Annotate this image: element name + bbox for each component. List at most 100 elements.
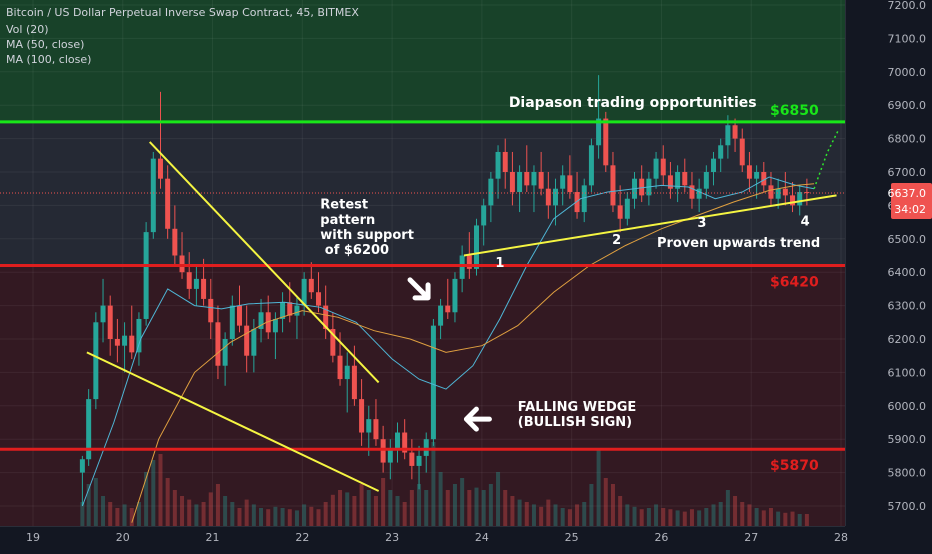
candle-body (223, 339, 228, 366)
candle-body (661, 159, 666, 176)
volume-bar (805, 514, 809, 526)
volume-bar (202, 502, 206, 526)
volume-bar (676, 510, 680, 526)
volume-bar (561, 508, 565, 526)
volume-bar (338, 490, 342, 526)
candle (86, 389, 91, 466)
volume-bar (381, 478, 385, 526)
candle-body (517, 172, 522, 192)
volume-bar (489, 484, 493, 526)
volume-bar (762, 510, 766, 526)
volume-bar (316, 509, 320, 526)
candle-body (136, 319, 141, 352)
volume-bar (510, 496, 514, 526)
volume-bar (783, 513, 787, 526)
candle-body (187, 272, 192, 289)
volume-bar (281, 508, 285, 526)
volume-bar (374, 496, 378, 526)
volume-bar (740, 502, 744, 526)
candle-body (711, 159, 716, 172)
candle-body (625, 199, 630, 219)
candle-body (381, 439, 386, 462)
volume-bar (367, 490, 371, 526)
candle-body (510, 172, 515, 192)
candle-body (783, 189, 788, 196)
candle-body (230, 306, 235, 339)
bar-countdown: 34:02 (894, 203, 926, 216)
y-tick-label: 5700.0 (888, 500, 927, 513)
candle (151, 152, 156, 239)
volume-bar (525, 502, 529, 526)
time-axis[interactable] (0, 526, 932, 550)
candle-body (445, 306, 450, 313)
x-tick-label: 28 (834, 531, 848, 544)
annotation-text: with support (320, 228, 414, 243)
candle-body (654, 159, 659, 179)
y-tick-label: 6500.0 (888, 233, 927, 246)
y-tick-label: 5900.0 (888, 433, 927, 446)
volume-bar (288, 509, 292, 526)
candle-body (366, 419, 371, 432)
candle-body (488, 179, 493, 206)
volume-bar (331, 495, 335, 526)
volume-bar (173, 490, 177, 526)
candle-body (108, 306, 113, 339)
volume-bar (230, 502, 234, 526)
indicator-label: MA (50, close) (6, 38, 84, 51)
candle-body (144, 232, 149, 319)
y-tick-label: 7100.0 (888, 32, 927, 45)
x-tick-label: 25 (565, 531, 579, 544)
volume-bar (158, 454, 162, 526)
candle-body (503, 152, 508, 172)
y-tick-label: 7200.0 (888, 0, 927, 12)
volume-bar (403, 502, 407, 526)
x-tick-label: 23 (385, 531, 399, 544)
volume-bar (144, 472, 148, 526)
annotation-text: 1 (495, 256, 504, 271)
volume-bar (798, 514, 802, 526)
volume-bar (101, 496, 105, 526)
candle-body (122, 336, 127, 346)
volume-bar (539, 507, 543, 526)
volume-bar (360, 484, 364, 526)
volume-bar (683, 512, 687, 526)
candle-body (165, 179, 170, 229)
candle-body (531, 172, 536, 185)
candle-body (460, 256, 465, 279)
candle-body (474, 225, 479, 268)
candle-body (201, 279, 206, 299)
volume-bar (712, 504, 716, 526)
volume-bar (647, 508, 651, 526)
volume-bar (259, 508, 263, 526)
candle (144, 222, 149, 326)
volume-bar (668, 509, 672, 526)
candle-body (546, 189, 551, 206)
volume-bar (431, 442, 435, 526)
indicator-label: Vol (20) (6, 23, 49, 36)
annotation-text: FALLING WEDGE (518, 400, 637, 415)
candle-body (409, 453, 414, 466)
volume-bar (640, 509, 644, 526)
volume-bar (697, 510, 701, 526)
candle-body (294, 306, 299, 316)
volume-bar (123, 504, 127, 526)
x-tick-label: 26 (654, 531, 668, 544)
candle-body (180, 256, 185, 273)
volume-bar (496, 472, 500, 526)
volume-bar (503, 490, 507, 526)
candle-body (618, 205, 623, 218)
volume-bar (410, 490, 414, 526)
candle-body (237, 306, 242, 326)
indicator-label: MA (100, close) (6, 53, 91, 66)
annotation-text: Diapason trading opportunities (509, 95, 757, 111)
volume-bar (108, 502, 112, 526)
symbol-title: Bitcoin / US Dollar Perpetual Inverse Sw… (6, 6, 359, 19)
candle-body (790, 195, 795, 205)
volume-bar (747, 504, 751, 526)
volume-bar (726, 490, 730, 526)
candle-body (172, 229, 177, 256)
volume-bar (295, 510, 299, 526)
candle-body (804, 192, 809, 193)
volume-bar (166, 478, 170, 526)
candle-body (115, 339, 120, 346)
